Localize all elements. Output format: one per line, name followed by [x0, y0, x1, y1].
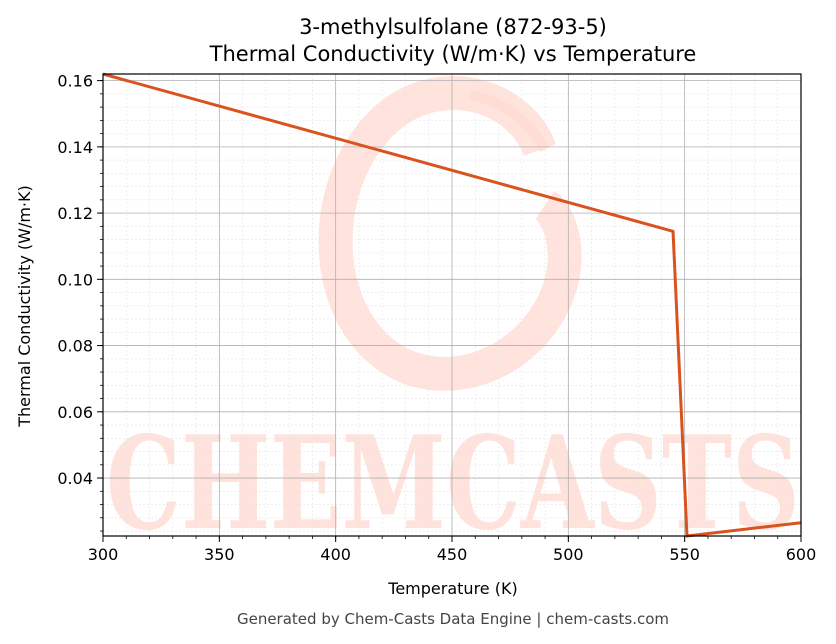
y-tick-label: 0.12: [57, 204, 93, 223]
y-tick-label: 0.08: [57, 337, 93, 356]
x-tick-label: 350: [204, 545, 235, 564]
y-axis-label: Thermal Conductivity (W/m·K): [15, 185, 34, 428]
x-tick-label: 300: [88, 545, 119, 564]
y-tick-label: 0.16: [57, 72, 93, 91]
axes: 300 350 400 450 500 550 600 0.04 0.06 0.08 0.10 0.1…: [57, 72, 816, 564]
x-tick-label: 600: [786, 545, 817, 564]
chart-title: 3-methylsulfolane (872-93-5): [299, 15, 607, 39]
y-tick-label: 0.06: [57, 403, 93, 422]
y-tick-label: 0.10: [57, 270, 93, 289]
y-tick-label: 0.04: [57, 469, 93, 488]
x-tick-label: 450: [437, 545, 468, 564]
chart-subtitle: Thermal Conductivity (W/m·K) vs Temperat…: [209, 42, 697, 66]
x-tick-label: 550: [669, 545, 700, 564]
x-axis-label: Temperature (K): [387, 579, 517, 598]
watermark-swirl-icon: [318, 76, 582, 391]
x-tick-label: 400: [320, 545, 351, 564]
series-layer: [102, 72, 802, 538]
watermark: CHEMCASTS: [106, 76, 800, 559]
series-line-0: [102, 72, 802, 538]
y-tick-label: 0.14: [57, 138, 93, 157]
x-tick-label: 500: [553, 545, 584, 564]
footer-credit: Generated by Chem-Casts Data Engine | ch…: [237, 610, 669, 628]
